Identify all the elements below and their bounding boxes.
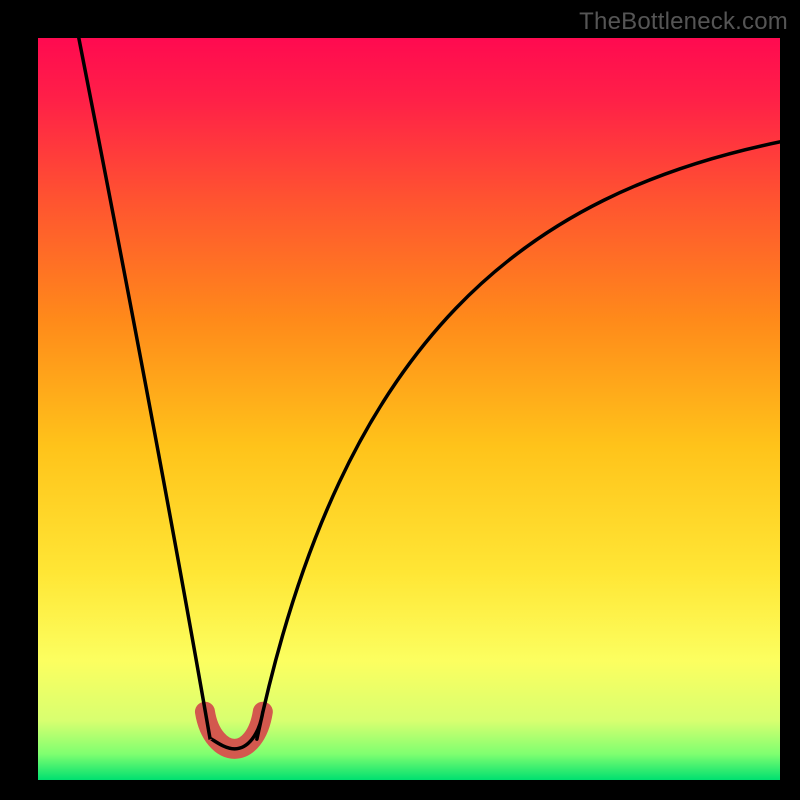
frame-border-right (780, 0, 800, 800)
watermark-label: TheBottleneck.com (579, 8, 788, 36)
plot-area (38, 38, 780, 780)
frame-border-left (0, 0, 38, 800)
curve-main-path (79, 38, 780, 749)
bottleneck-curve (38, 38, 780, 780)
chart-frame: TheBottleneck.com (0, 0, 800, 800)
frame-border-bottom (0, 780, 800, 800)
curve-accent-path (205, 712, 263, 749)
